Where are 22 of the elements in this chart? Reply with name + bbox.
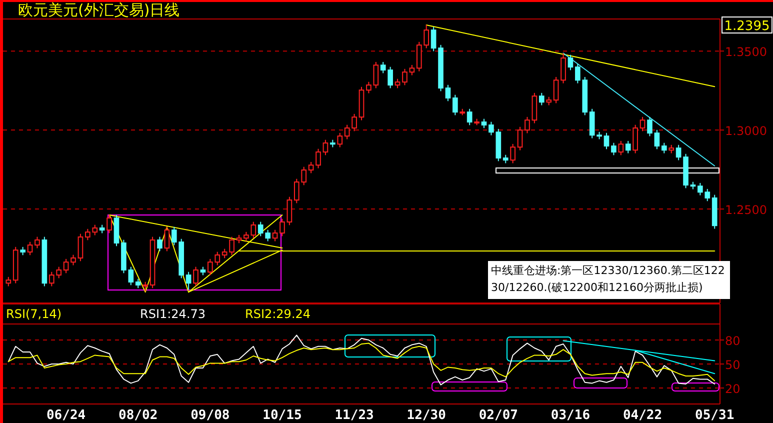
- x-tick-label: 03/16: [550, 408, 590, 423]
- x-tick-label: 11/23: [334, 408, 374, 423]
- chart-title: RSI(7,14): [6, 307, 62, 321]
- x-tick-label: 04/22: [622, 408, 662, 423]
- y-tick-label: 1.3500: [725, 45, 767, 60]
- x-tick-label: 05/31: [695, 408, 734, 423]
- x-tick-label: 10/15: [262, 408, 302, 423]
- y-tick-label: 80: [725, 334, 740, 348]
- chart-title: 欧元美元(外汇交易)日线: [18, 1, 180, 19]
- text: RSI2:29.24: [245, 307, 311, 321]
- x-tick-label: 08/02: [118, 408, 158, 423]
- annotation: 中线重仓进场:第一区12330/12360.第二区12230/12260.(破12200和12160分两批止损): [488, 261, 730, 299]
- y-tick-label: 50: [725, 358, 740, 372]
- x-tick-label: 09/08: [190, 408, 230, 423]
- text: 1.2395: [724, 19, 770, 34]
- x-tick-label: 02/07: [478, 408, 518, 423]
- y-tick-label: 20: [725, 382, 740, 396]
- y-tick-label: 1.2500: [725, 203, 767, 218]
- y-tick-label: 1.3000: [725, 124, 767, 138]
- x-tick-label: 12/30: [406, 408, 446, 423]
- x-tick-label: 06/24: [46, 408, 86, 423]
- text: RSI1:24.73: [140, 307, 206, 321]
